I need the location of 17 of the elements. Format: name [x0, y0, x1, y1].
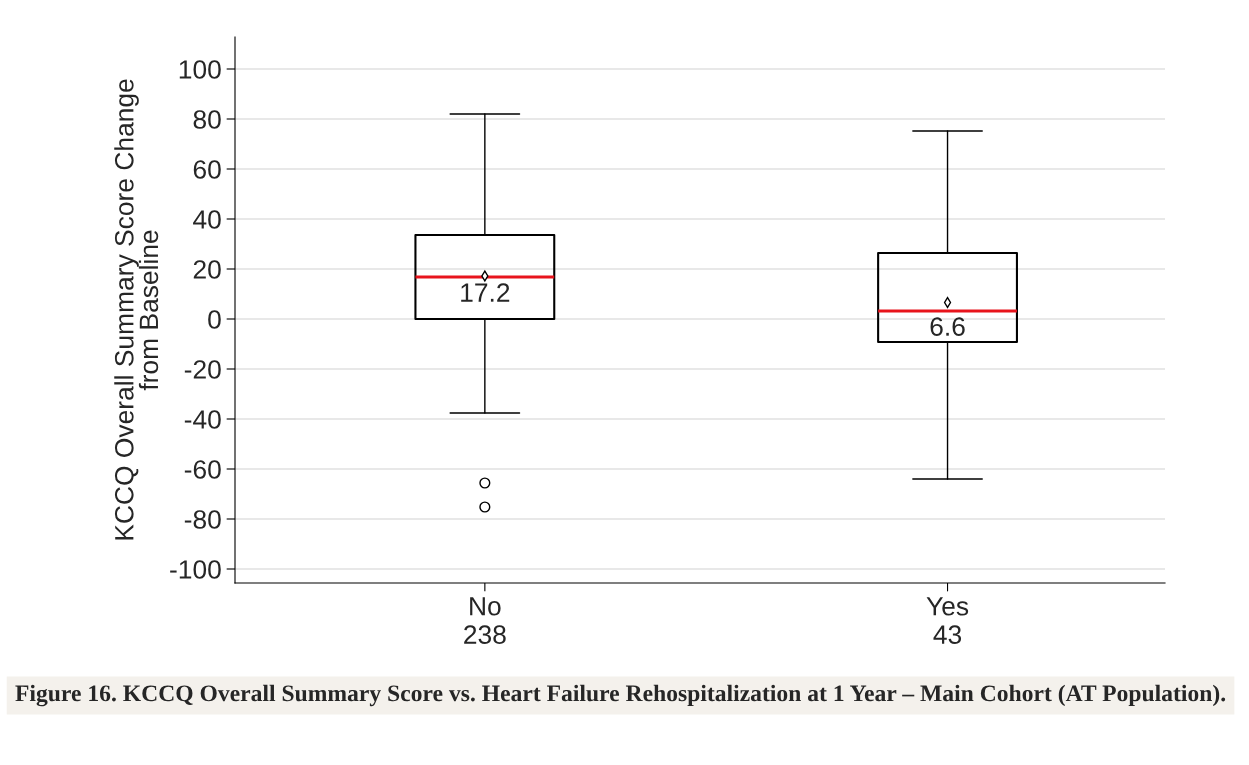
- y-tick-label: 60: [193, 160, 221, 179]
- annotation: 17.2: [461, 283, 510, 302]
- x-tick-label: No 238: [464, 597, 506, 644]
- y-axis-title: KCCQ Overall Summary Score Change from Baseline: [114, 79, 159, 540]
- y-tick-label: -60: [184, 460, 221, 479]
- y-tick-label: 0: [208, 310, 221, 329]
- y-tick-label: -80: [184, 510, 221, 529]
- y-tick-label: -20: [184, 360, 221, 379]
- y-tick-label: 20: [193, 260, 221, 279]
- y-tick-label: -40: [184, 410, 221, 429]
- y-tick-label: 40: [193, 210, 221, 229]
- y-tick-label: 80: [193, 110, 221, 129]
- caption: Figure 16. KCCQ Overall Summary Score vs. Heart Failure Rehospitalization at 1 Year – Main Cohort (AT Population).: [15, 684, 1226, 707]
- y-tick-label: 100: [179, 60, 221, 79]
- annotation: 6.6: [930, 317, 965, 336]
- y-tick-label: -100: [170, 560, 221, 579]
- x-tick-label: Yes 43: [926, 597, 969, 644]
